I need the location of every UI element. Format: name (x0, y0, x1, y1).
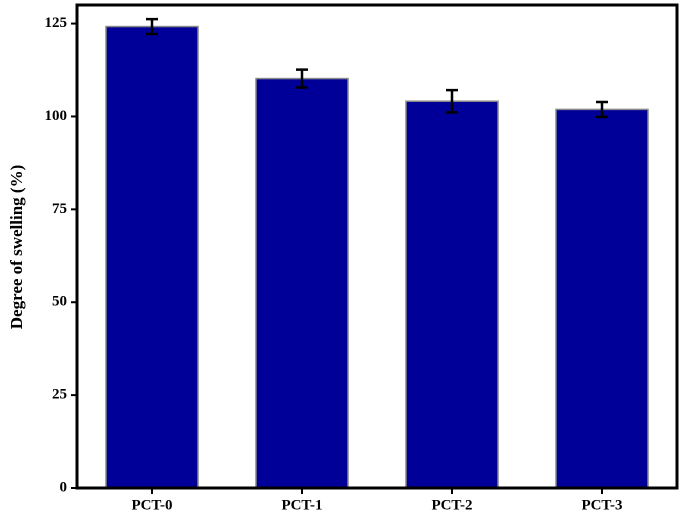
y-tick-label: 0 (60, 479, 68, 495)
x-tick-label: PCT-2 (431, 497, 472, 513)
x-tick-label: PCT-1 (281, 497, 322, 513)
error-bar (296, 68, 308, 89)
bar (405, 100, 499, 489)
y-tick-label: 125 (45, 15, 68, 31)
bar (255, 77, 349, 489)
y-tick-label: 100 (45, 108, 68, 124)
bar (555, 108, 649, 489)
error-bar (146, 17, 158, 36)
y-axis-label: Degree of swelling (%) (7, 165, 26, 329)
bar (105, 25, 199, 489)
error-bar (446, 88, 458, 114)
y-tick-label: 25 (52, 387, 67, 403)
plot-frame (75, 3, 679, 490)
x-tick-label: PCT-0 (131, 497, 172, 513)
x-tick-label: PCT-3 (581, 497, 622, 513)
error-bar (596, 100, 608, 119)
y-tick-label: 50 (52, 294, 67, 310)
y-tick-label: 75 (52, 201, 67, 217)
